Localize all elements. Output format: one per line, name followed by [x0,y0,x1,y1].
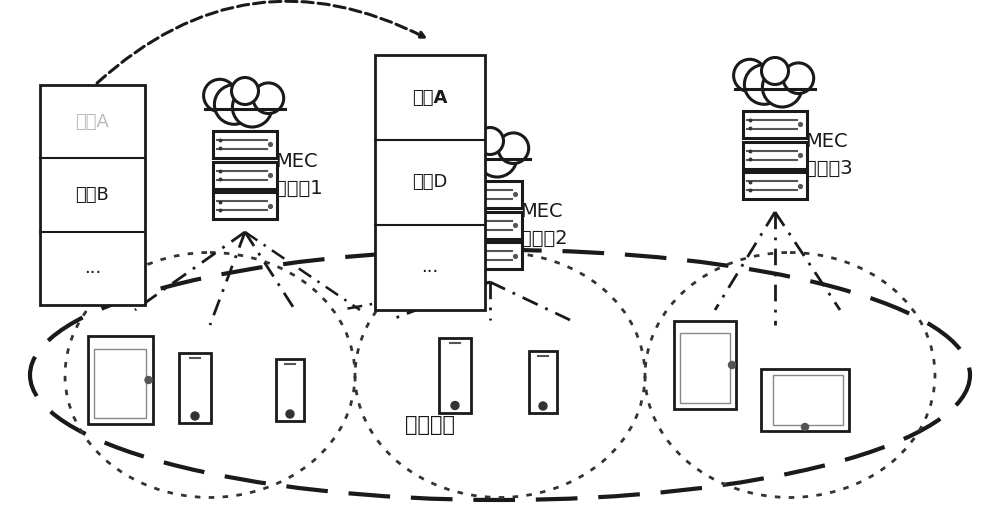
Circle shape [762,58,788,85]
Bar [213,161,277,188]
Bar [40,85,145,305]
Bar [773,375,843,425]
Circle shape [783,63,814,93]
Bar [94,349,146,417]
Text: MEC
服务器2: MEC 服务器2 [520,202,568,248]
Circle shape [253,83,284,114]
Circle shape [191,412,199,420]
Circle shape [734,59,766,92]
Bar [735,75,815,89]
Bar [458,242,522,269]
Bar [680,333,730,403]
Text: ...: ... [84,260,101,277]
Bar [213,192,277,219]
Bar [213,131,277,158]
Text: MEC
服务器1: MEC 服务器1 [275,152,323,198]
Text: 请求D: 请求D [412,173,448,192]
Bar [276,359,304,421]
Circle shape [744,65,784,104]
Bar [743,142,807,169]
Bar [439,337,471,413]
Circle shape [449,129,481,162]
Circle shape [232,87,272,127]
Circle shape [539,402,547,410]
Bar [743,111,807,138]
Circle shape [728,362,736,368]
Bar [88,336,152,424]
Circle shape [477,138,517,177]
Circle shape [498,133,529,163]
Bar [179,353,211,423]
Circle shape [214,85,254,124]
Text: 请求A: 请求A [412,89,448,106]
Bar [674,321,736,409]
Text: MEC
服务器3: MEC 服务器3 [805,132,853,177]
Circle shape [459,135,499,174]
Circle shape [762,67,802,107]
Circle shape [145,376,152,384]
Bar [205,95,285,109]
Bar [458,212,522,239]
Circle shape [477,128,504,155]
Circle shape [451,402,459,409]
Circle shape [286,410,294,418]
Text: 请求B: 请求B [76,186,109,204]
Text: 请求A: 请求A [76,113,109,131]
Bar [458,181,522,208]
Circle shape [802,424,808,430]
Bar [450,145,530,159]
Circle shape [204,79,236,112]
Bar [529,351,557,413]
Bar [743,172,807,199]
Bar [375,55,485,310]
Circle shape [232,77,258,104]
Bar [761,369,849,431]
Text: ...: ... [421,258,439,277]
Text: 终端设备: 终端设备 [405,415,455,435]
